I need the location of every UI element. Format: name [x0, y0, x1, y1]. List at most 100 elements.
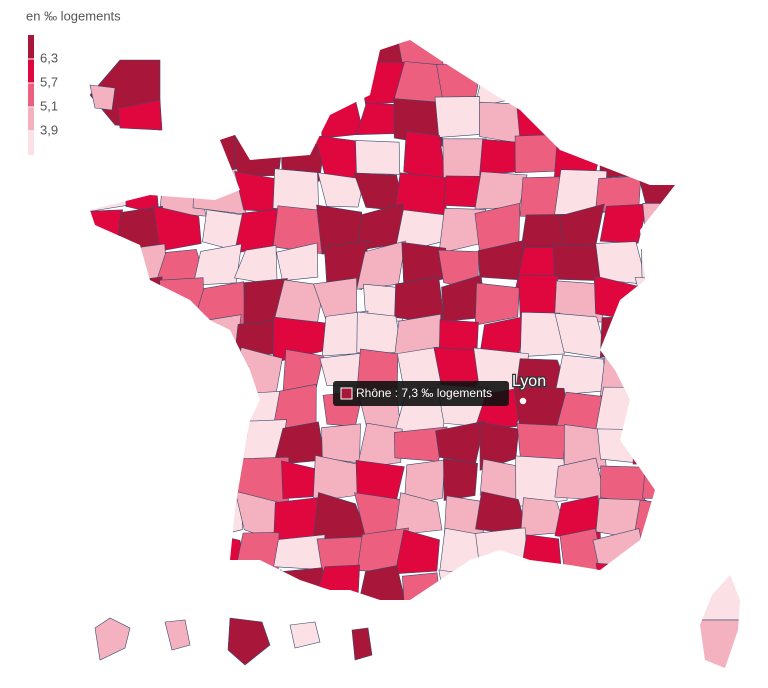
department	[596, 94, 642, 140]
department	[155, 571, 202, 600]
legend-label: 5,1	[40, 98, 58, 113]
department	[193, 385, 245, 435]
department	[555, 601, 604, 638]
department	[636, 346, 675, 397]
department	[594, 62, 649, 111]
department	[238, 59, 289, 109]
legend-swatch	[28, 83, 34, 107]
department	[600, 465, 649, 505]
department	[233, 40, 281, 75]
department	[632, 499, 675, 542]
department	[641, 569, 675, 600]
department	[154, 40, 209, 75]
department	[193, 493, 243, 543]
department	[234, 569, 288, 600]
department	[281, 460, 317, 500]
department	[475, 527, 529, 573]
department	[553, 40, 599, 62]
legend-label: 6,3	[40, 50, 58, 65]
department	[599, 203, 649, 244]
overseas	[94, 617, 373, 666]
department	[112, 502, 170, 541]
department	[90, 461, 129, 496]
department	[515, 455, 568, 508]
tooltip-text: Rhône : 7,3 ‰ logements	[356, 386, 492, 400]
department	[677, 419, 726, 460]
department	[116, 568, 164, 600]
department	[472, 40, 524, 76]
department	[599, 131, 649, 179]
department	[642, 457, 675, 501]
department	[514, 40, 567, 72]
legend-swatch	[28, 131, 34, 155]
city-dot	[518, 396, 528, 406]
department	[90, 531, 130, 572]
territory	[227, 617, 271, 666]
department	[322, 61, 360, 105]
department	[197, 427, 249, 471]
department	[700, 619, 740, 668]
department	[597, 428, 647, 463]
department	[595, 386, 641, 432]
department	[684, 461, 720, 507]
department	[317, 172, 365, 208]
legend-label: 3,9	[40, 122, 58, 137]
department	[595, 562, 644, 600]
department	[321, 423, 361, 464]
department	[563, 104, 599, 140]
department	[281, 40, 321, 73]
department	[90, 40, 122, 74]
department	[441, 599, 487, 600]
department	[476, 603, 528, 646]
department	[641, 137, 675, 179]
department	[116, 356, 167, 398]
department	[154, 65, 209, 111]
department	[198, 65, 249, 107]
department	[632, 104, 675, 145]
department	[196, 98, 243, 142]
department	[395, 601, 444, 640]
department	[90, 322, 118, 352]
department	[90, 176, 130, 215]
department	[90, 239, 119, 288]
tooltip-box	[333, 381, 509, 406]
department	[680, 249, 723, 287]
territory	[164, 619, 191, 651]
legend-title: en ‰ logements	[26, 8, 121, 23]
department	[632, 388, 675, 426]
department	[204, 130, 238, 174]
department	[520, 311, 565, 358]
department	[635, 40, 675, 63]
department	[155, 460, 204, 504]
department	[515, 566, 567, 600]
department	[158, 427, 199, 470]
idf-inset	[117, 99, 163, 131]
department	[514, 134, 559, 174]
department	[640, 249, 675, 281]
department	[674, 40, 675, 68]
department	[276, 567, 329, 600]
department	[516, 101, 568, 140]
department	[478, 565, 528, 600]
department	[632, 425, 675, 465]
department	[90, 572, 129, 600]
department	[121, 276, 163, 325]
department	[319, 352, 362, 386]
department	[599, 40, 638, 66]
department	[474, 282, 520, 326]
department	[123, 601, 168, 642]
department	[153, 539, 205, 573]
department	[90, 138, 124, 179]
department	[643, 66, 675, 108]
department	[153, 205, 202, 252]
territory	[351, 627, 373, 661]
department	[232, 94, 284, 138]
department	[680, 530, 720, 574]
department	[154, 347, 205, 391]
department	[403, 459, 445, 507]
department	[356, 311, 403, 353]
department	[438, 569, 488, 600]
department	[115, 318, 158, 357]
department	[157, 103, 207, 136]
